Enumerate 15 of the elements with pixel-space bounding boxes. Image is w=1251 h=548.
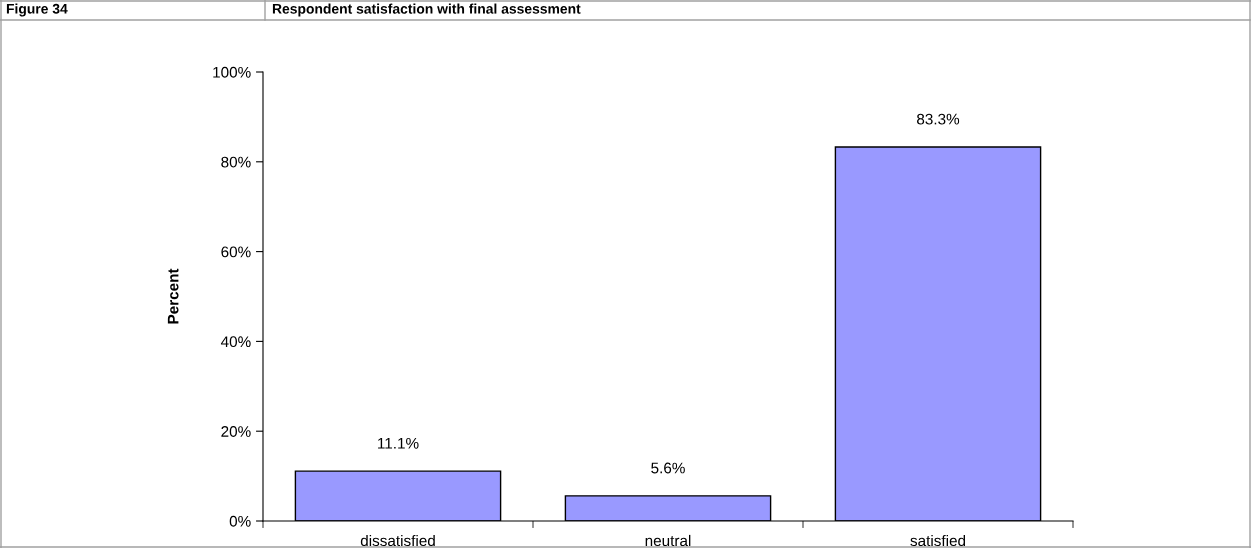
x-tick-label: dissatisfied bbox=[360, 534, 435, 547]
y-axis-title: Percent bbox=[167, 268, 179, 324]
y-tick-label: 60% bbox=[221, 246, 251, 258]
data-label: 83.3% bbox=[917, 113, 960, 125]
data-label: 11.1% bbox=[378, 437, 419, 449]
x-tick-label: satisfied bbox=[910, 534, 966, 547]
x-tick-label: neutral bbox=[645, 534, 691, 547]
chart-title: Respondent satisfaction with final assessment bbox=[272, 3, 581, 17]
y-tick-label: 40% bbox=[220, 336, 251, 348]
y-tick-label: 80% bbox=[221, 156, 251, 168]
y-tick-label: 20% bbox=[221, 426, 251, 437]
caption: Figure 34 bbox=[6, 3, 68, 17]
y-tick-label: 0% bbox=[229, 515, 251, 527]
data-label: 5.6% bbox=[651, 462, 685, 474]
y-tick-label: 100% bbox=[213, 66, 251, 78]
